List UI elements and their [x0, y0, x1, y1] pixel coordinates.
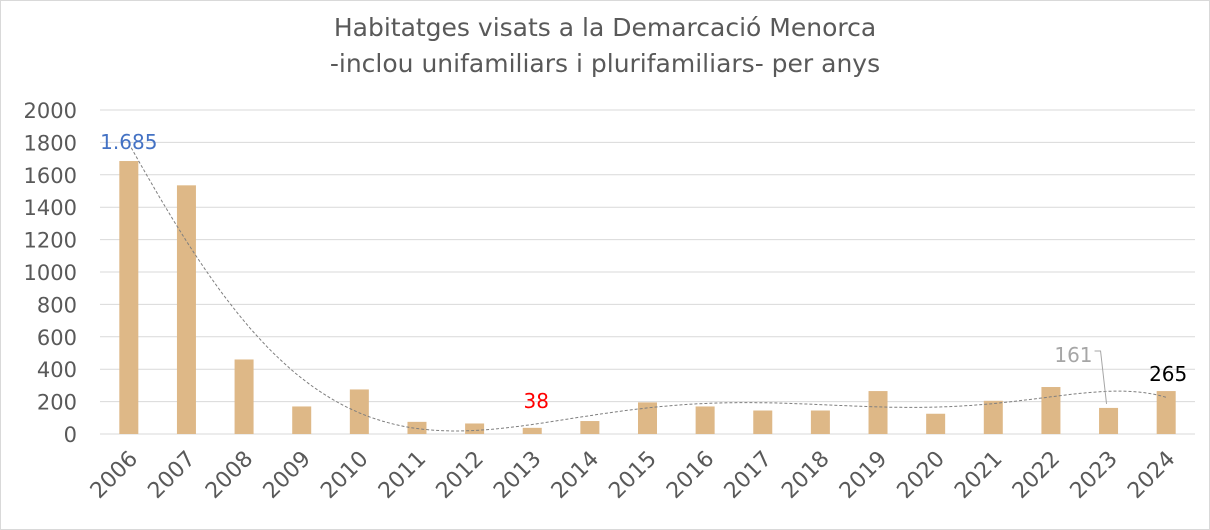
- bars: [119, 161, 1176, 434]
- x-tick-label: 2018: [777, 447, 834, 504]
- chart-title-block: Habitatges visats a la Demarcació Menorc…: [0, 10, 1210, 82]
- bar-2019: [868, 391, 888, 434]
- x-tick-label: 2009: [259, 447, 316, 504]
- x-tick-label: 2013: [489, 447, 546, 504]
- x-tick-label: 2017: [720, 447, 777, 504]
- bar-2020: [926, 413, 946, 434]
- y-tick-label: 0: [64, 423, 77, 447]
- x-tick-label: 2006: [86, 447, 143, 504]
- x-tick-label: 2021: [950, 447, 1007, 504]
- bar-2006: [119, 161, 139, 434]
- bar-2015: [638, 402, 657, 434]
- gridlines: [100, 109, 1195, 435]
- y-tick-label: 800: [37, 293, 77, 317]
- x-tick-label: 2014: [547, 447, 604, 504]
- trendline: [128, 143, 1167, 432]
- bar-2011: [407, 421, 427, 434]
- y-tick-label: 1200: [24, 229, 77, 253]
- x-axis-ticks: 2006 2007 2008 2009 2010 2011 2012 2013 2014 2015…: [86, 447, 1181, 504]
- x-tick-label: 2024: [1123, 447, 1180, 504]
- bar-2022: [1041, 387, 1061, 434]
- data-label-2013: 38: [524, 389, 549, 413]
- bar-2021: [983, 400, 1003, 434]
- bar-2008: [234, 359, 254, 434]
- y-tick-label: 1600: [24, 164, 77, 188]
- data-label-leader-line: [1094, 350, 1108, 404]
- x-tick-label: 2011: [374, 447, 431, 504]
- y-tick-label: 2000: [24, 99, 77, 123]
- x-tick-label: 2023: [1066, 447, 1123, 504]
- bar-2016: [695, 406, 715, 434]
- x-tick-label: 2022: [1008, 447, 1065, 504]
- data-label-2024: 265: [1149, 362, 1187, 386]
- bar-2017: [753, 410, 773, 434]
- y-tick-label: 1000: [24, 261, 77, 285]
- bar-2013: [522, 427, 542, 434]
- y-tick-label: 600: [37, 326, 77, 350]
- data-label-2006: 1.685: [100, 130, 157, 154]
- bar-2023: [1099, 407, 1119, 434]
- x-tick-label: 2016: [662, 447, 719, 504]
- y-axis-ticks: 0 200 400 600 800 1000 1200 1400 1600 1800 2000: [24, 99, 77, 447]
- bar-2014: [580, 421, 600, 434]
- bar-2010: [349, 389, 369, 434]
- y-tick-label: 1800: [24, 131, 77, 155]
- x-tick-label: 2015: [604, 447, 661, 504]
- data-labels: 1.685 38 161 265: [100, 130, 1187, 413]
- bar-2012: [465, 423, 485, 434]
- x-tick-label: 2012: [432, 447, 489, 504]
- x-tick-label: 2020: [893, 447, 950, 504]
- x-tick-label: 2010: [316, 447, 373, 504]
- y-tick-label: 200: [37, 391, 77, 415]
- y-tick-label: 1400: [24, 196, 77, 220]
- chart-subtitle: -inclou unifamiliars i plurifamiliars- p…: [329, 49, 881, 78]
- data-label-2023: 161: [1054, 343, 1092, 367]
- trendline-layer: [128, 143, 1167, 432]
- y-tick-label: 400: [37, 358, 77, 382]
- x-tick-label: 2008: [201, 447, 258, 504]
- bar-2009: [292, 406, 312, 434]
- bar-2007: [176, 185, 196, 434]
- x-tick-label: 2007: [143, 447, 200, 504]
- bar-2018: [810, 410, 830, 434]
- bar-2024: [1156, 391, 1176, 434]
- x-tick-label: 2019: [835, 447, 892, 504]
- chart-title: Habitatges visats a la Demarcació Menorc…: [333, 13, 877, 42]
